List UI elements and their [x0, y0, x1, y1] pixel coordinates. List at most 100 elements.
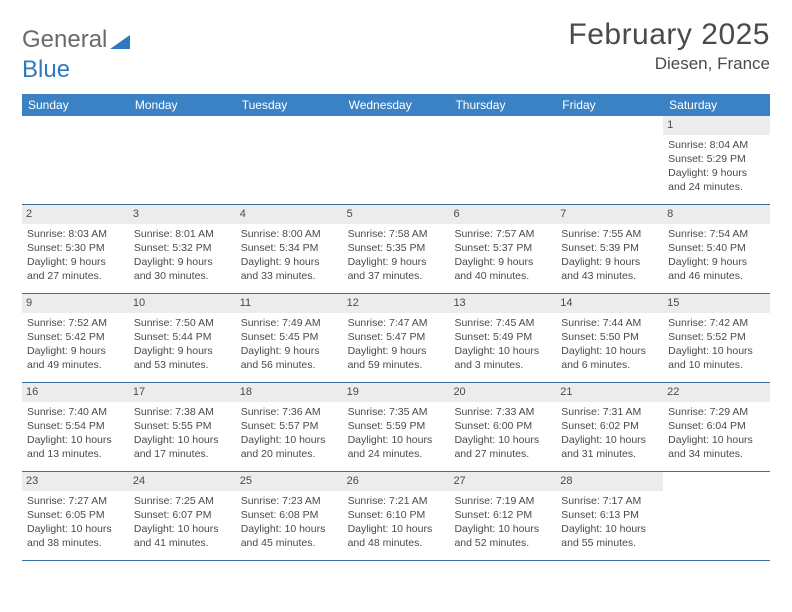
day-details: Sunrise: 7:47 AMSunset: 5:47 PMDaylight:…	[346, 316, 447, 373]
day-cell: 11 Sunrise: 7:49 AMSunset: 5:45 PMDayligh…	[236, 294, 343, 382]
day-number: 6	[449, 205, 556, 224]
day-cell: 14 Sunrise: 7:44 AMSunset: 5:50 PMDayligh…	[556, 294, 663, 382]
day-number: 16	[22, 383, 129, 402]
weekday-header: Friday	[556, 94, 663, 116]
day-cell: 7Sunrise: 7:55 AMSunset: 5:39 PMDaylight…	[556, 205, 663, 293]
day-cell: 18 Sunrise: 7:36 AMSunset: 5:57 PMDayligh…	[236, 383, 343, 471]
day-cell: 25 Sunrise: 7:23 AMSunset: 6:08 PMDayligh…	[236, 472, 343, 560]
day-cell: 13 Sunrise: 7:45 AMSunset: 5:49 PMDayligh…	[449, 294, 556, 382]
day-details: Sunrise: 8:00 AMSunset: 5:34 PMDaylight:…	[239, 227, 340, 284]
day-details: Sunrise: 7:52 AMSunset: 5:42 PMDaylight:…	[25, 316, 126, 373]
week-row: 9 Sunrise: 7:52 AMSunset: 5:42 PMDaylight…	[22, 294, 770, 383]
weekday-header: Thursday	[449, 94, 556, 116]
logo-triangle-icon	[110, 33, 130, 49]
week-row: 1 Sunrise: 8:04 AMSunset: 5:29 PMDaylight…	[22, 116, 770, 205]
day-details: Sunrise: 7:57 AMSunset: 5:37 PMDaylight:…	[452, 227, 553, 284]
day-cell	[236, 116, 343, 204]
logo-text-gray: General	[22, 26, 107, 54]
day-details: Sunrise: 7:25 AMSunset: 6:07 PMDaylight:…	[132, 494, 233, 551]
week-row: 16 Sunrise: 7:40 AMSunset: 5:54 PMDayligh…	[22, 383, 770, 472]
day-cell: 20 Sunrise: 7:33 AMSunset: 6:00 PMDayligh…	[449, 383, 556, 471]
calendar-grid: SundayMondayTuesdayWednesdayThursdayFrid…	[22, 94, 770, 561]
day-details: Sunrise: 7:31 AMSunset: 6:02 PMDaylight:…	[559, 405, 660, 462]
day-number: 2	[22, 205, 129, 224]
week-row: 23 Sunrise: 7:27 AMSunset: 6:05 PMDayligh…	[22, 472, 770, 561]
weekday-header: Tuesday	[236, 94, 343, 116]
day-details: Sunrise: 7:21 AMSunset: 6:10 PMDaylight:…	[346, 494, 447, 551]
day-number: 18	[236, 383, 343, 402]
day-cell: 5 Sunrise: 7:58 AMSunset: 5:35 PMDaylight…	[343, 205, 450, 293]
day-details: Sunrise: 7:29 AMSunset: 6:04 PMDaylight:…	[666, 405, 767, 462]
day-details: Sunrise: 7:27 AMSunset: 6:05 PMDaylight:…	[25, 494, 126, 551]
day-details: Sunrise: 7:45 AMSunset: 5:49 PMDaylight:…	[452, 316, 553, 373]
day-number: 22	[663, 383, 770, 402]
weekday-header: Wednesday	[343, 94, 450, 116]
day-number: 21	[556, 383, 663, 402]
weekday-header-row: SundayMondayTuesdayWednesdayThursdayFrid…	[22, 94, 770, 116]
day-details: Sunrise: 7:44 AMSunset: 5:50 PMDaylight:…	[559, 316, 660, 373]
day-number: 10	[129, 294, 236, 313]
day-cell: 4 Sunrise: 8:00 AMSunset: 5:34 PMDaylight…	[236, 205, 343, 293]
day-details: Sunrise: 8:03 AMSunset: 5:30 PMDaylight:…	[25, 227, 126, 284]
day-number: 25	[236, 472, 343, 491]
day-cell: 3 Sunrise: 8:01 AMSunset: 5:32 PMDaylight…	[129, 205, 236, 293]
day-cell: 2 Sunrise: 8:03 AMSunset: 5:30 PMDaylight…	[22, 205, 129, 293]
weekday-header: Sunday	[22, 94, 129, 116]
day-cell	[343, 116, 450, 204]
week-row: 2 Sunrise: 8:03 AMSunset: 5:30 PMDaylight…	[22, 205, 770, 294]
day-cell: 15Sunrise: 7:42 AMSunset: 5:52 PMDayligh…	[663, 294, 770, 382]
day-number: 20	[449, 383, 556, 402]
day-cell: 21 Sunrise: 7:31 AMSunset: 6:02 PMDayligh…	[556, 383, 663, 471]
day-details: Sunrise: 7:33 AMSunset: 6:00 PMDaylight:…	[452, 405, 553, 462]
day-number: 23	[22, 472, 129, 491]
day-details: Sunrise: 7:38 AMSunset: 5:55 PMDaylight:…	[132, 405, 233, 462]
day-number: 4	[236, 205, 343, 224]
day-number: 28	[556, 472, 663, 491]
day-cell: 22 Sunrise: 7:29 AMSunset: 6:04 PMDayligh…	[663, 383, 770, 471]
day-cell: 27Sunrise: 7:19 AMSunset: 6:12 PMDayligh…	[449, 472, 556, 560]
day-cell	[449, 116, 556, 204]
day-cell: 12 Sunrise: 7:47 AMSunset: 5:47 PMDayligh…	[343, 294, 450, 382]
logo-text-blue: Blue	[22, 56, 770, 84]
day-number: 11	[236, 294, 343, 313]
day-number: 5	[343, 205, 450, 224]
day-cell	[129, 116, 236, 204]
day-cell: 16 Sunrise: 7:40 AMSunset: 5:54 PMDayligh…	[22, 383, 129, 471]
day-details: Sunrise: 7:54 AMSunset: 5:40 PMDaylight:…	[666, 227, 767, 284]
day-cell: 10 Sunrise: 7:50 AMSunset: 5:44 PMDayligh…	[129, 294, 236, 382]
day-number: 13	[449, 294, 556, 313]
day-details: Sunrise: 7:50 AMSunset: 5:44 PMDaylight:…	[132, 316, 233, 373]
day-number: 12	[343, 294, 450, 313]
weekday-header: Monday	[129, 94, 236, 116]
day-details: Sunrise: 7:19 AMSunset: 6:12 PMDaylight:…	[452, 494, 553, 551]
day-number: 14	[556, 294, 663, 313]
day-cell: 17 Sunrise: 7:38 AMSunset: 5:55 PMDayligh…	[129, 383, 236, 471]
day-details: Sunrise: 7:58 AMSunset: 5:35 PMDaylight:…	[346, 227, 447, 284]
day-details: Sunrise: 7:40 AMSunset: 5:54 PMDaylight:…	[25, 405, 126, 462]
day-cell: 28 Sunrise: 7:17 AMSunset: 6:13 PMDayligh…	[556, 472, 663, 560]
day-details: Sunrise: 7:23 AMSunset: 6:08 PMDaylight:…	[239, 494, 340, 551]
day-details: Sunrise: 7:55 AMSunset: 5:39 PMDaylight:…	[559, 227, 660, 284]
day-number: 26	[343, 472, 450, 491]
day-details: Sunrise: 7:49 AMSunset: 5:45 PMDaylight:…	[239, 316, 340, 373]
day-number: 1	[663, 116, 770, 135]
day-number: 8	[663, 205, 770, 224]
day-cell: 8 Sunrise: 7:54 AMSunset: 5:40 PMDaylight…	[663, 205, 770, 293]
day-details: Sunrise: 7:17 AMSunset: 6:13 PMDaylight:…	[559, 494, 660, 551]
day-number: 19	[343, 383, 450, 402]
day-cell	[22, 116, 129, 204]
day-cell	[663, 472, 770, 560]
day-details: Sunrise: 7:36 AMSunset: 5:57 PMDaylight:…	[239, 405, 340, 462]
weekday-header: Saturday	[663, 94, 770, 116]
day-details: Sunrise: 8:04 AMSunset: 5:29 PMDaylight:…	[666, 138, 767, 195]
day-cell	[556, 116, 663, 204]
month-title: February 2025	[568, 18, 770, 52]
day-details: Sunrise: 8:01 AMSunset: 5:32 PMDaylight:…	[132, 227, 233, 284]
day-number: 15	[663, 294, 770, 313]
day-cell: 26 Sunrise: 7:21 AMSunset: 6:10 PMDayligh…	[343, 472, 450, 560]
day-cell: 24Sunrise: 7:25 AMSunset: 6:07 PMDayligh…	[129, 472, 236, 560]
day-number: 9	[22, 294, 129, 313]
day-number: 17	[129, 383, 236, 402]
day-number: 3	[129, 205, 236, 224]
day-cell: 1 Sunrise: 8:04 AMSunset: 5:29 PMDaylight…	[663, 116, 770, 204]
